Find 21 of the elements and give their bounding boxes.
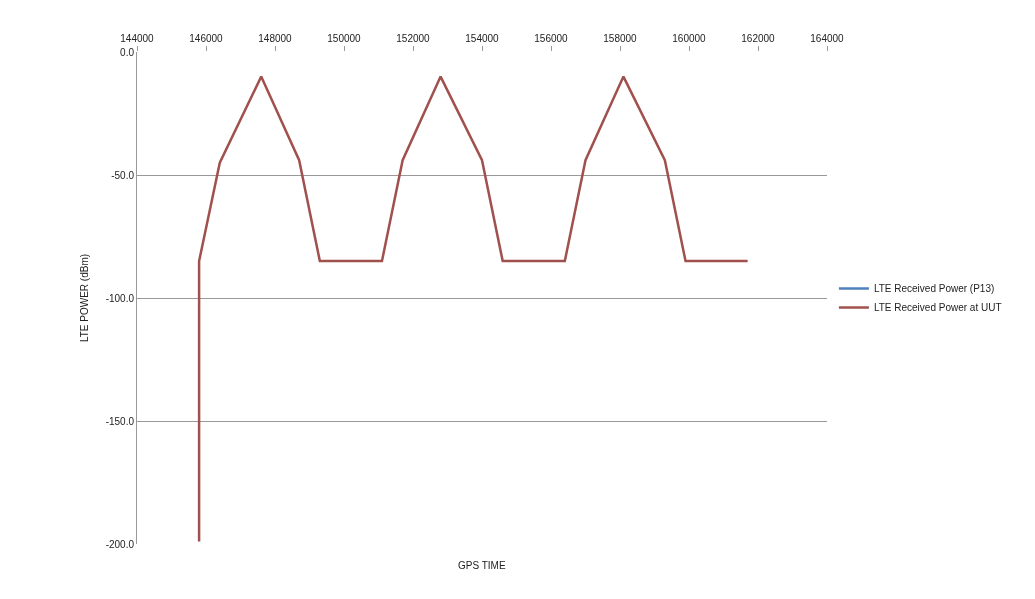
x-tick-label: 158000 xyxy=(603,33,638,44)
x-tick-label: 162000 xyxy=(741,33,776,44)
y-tick-label: -100.0 xyxy=(105,292,135,304)
legend-label: LTE Received Power at UUT xyxy=(873,302,1002,314)
y-tick-label: 0.0 xyxy=(120,46,135,58)
x-axis-title: GPS TIME xyxy=(458,560,506,571)
x-tick-label: 164000 xyxy=(810,33,845,44)
x-tick-label: 148000 xyxy=(258,33,293,44)
line-series xyxy=(197,75,749,543)
legend-label: LTE Received Power (P13) xyxy=(873,283,995,295)
x-tick-label: 156000 xyxy=(534,33,569,44)
x-tick-label: 154000 xyxy=(465,33,500,44)
y-axis-title: LTE POWER (dBm) xyxy=(78,253,90,343)
y-tick-label: -200.0 xyxy=(105,538,135,550)
x-tick-label: 146000 xyxy=(189,33,224,44)
y-tick-label: -50.0 xyxy=(111,169,135,181)
x-tick-label: 144000 xyxy=(120,33,155,44)
x-tick-label: 152000 xyxy=(396,33,431,44)
y-tick-label: -150.0 xyxy=(105,415,135,427)
x-tick-label: 150000 xyxy=(327,33,362,44)
x-tick-label: 160000 xyxy=(672,33,707,44)
